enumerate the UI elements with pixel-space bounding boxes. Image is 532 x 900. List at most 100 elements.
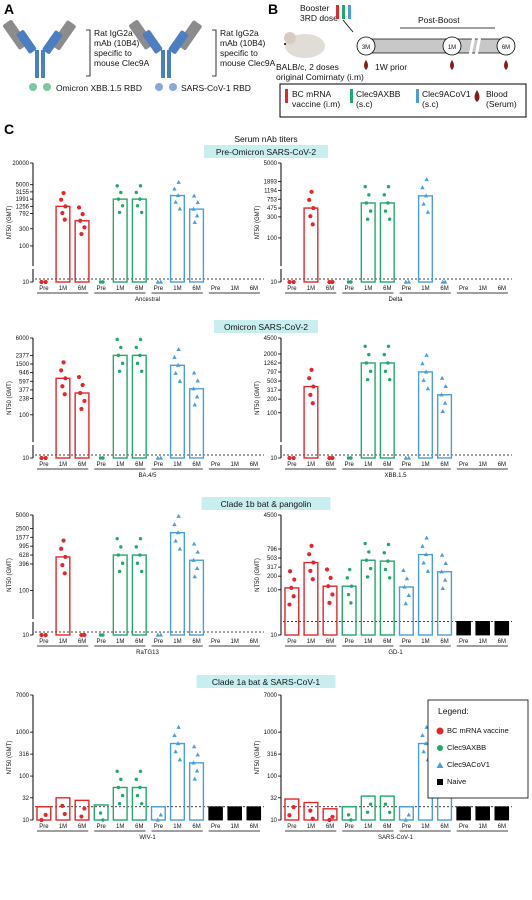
data-point [424, 177, 429, 182]
booster-label: Booster [300, 3, 329, 13]
y-tick-label: 5000 [264, 161, 278, 167]
y-axis-label: NT50 (GMT) [7, 558, 13, 592]
chart-wiv-1: 10 32 100 316 1000 7000 NT50 (GMT) Pre 1M 6M Pre 1M… [7, 693, 264, 841]
legend-xbb-marker [437, 745, 443, 751]
data-point [192, 220, 197, 225]
x-tick-label: 1M [479, 462, 487, 468]
data-point [78, 218, 83, 223]
bar [93, 804, 109, 821]
x-tick-label: 6M [192, 639, 200, 645]
ab2-line-2: mAb (10B4) [220, 38, 266, 48]
data-point [330, 592, 335, 597]
ab1-line-3: specific to [94, 48, 132, 58]
data-point [59, 368, 64, 373]
bar [169, 531, 186, 636]
data-point [61, 538, 66, 543]
data-point [424, 352, 429, 357]
x-axis-label: Ancestral [135, 297, 160, 303]
data-point [311, 560, 316, 565]
timeline-bar [365, 38, 507, 54]
y-tick-label: 10 [270, 633, 277, 639]
bar [360, 795, 376, 821]
bar [398, 586, 414, 636]
legend-bc-line2: vaccine (i.m) [292, 99, 340, 109]
data-point [195, 200, 200, 205]
y-tick-label: 316 [19, 752, 30, 758]
x-tick-label: Pre [211, 639, 221, 645]
bar [55, 797, 71, 821]
post-boost-label: Post-Boost [418, 15, 460, 25]
data-point [403, 455, 408, 460]
x-tick-label: 1M [59, 824, 67, 830]
legend-blood-line2: (Serum) [486, 99, 517, 109]
data-point [98, 456, 103, 460]
x-axis-label: GD-1 [388, 650, 403, 656]
data-point [425, 386, 431, 391]
data-point [423, 193, 429, 198]
timepoint-6m [496, 36, 516, 56]
data-point [368, 802, 373, 806]
x-tick-label: 1M [364, 462, 372, 468]
data-point [134, 345, 138, 350]
bar [417, 195, 434, 283]
x-axis-label: RaTG13 [136, 650, 159, 656]
axis-break [278, 442, 284, 445]
antibody-xbb-icon [3, 20, 91, 91]
x-tick-label: 1M [116, 824, 124, 830]
data-point [101, 280, 105, 284]
x-tick-label: Pre [287, 639, 297, 645]
legend-bc-marker [436, 727, 444, 735]
data-point [292, 577, 297, 582]
tp-3m-label: 3M [362, 45, 370, 51]
x-tick-label: 6M [326, 286, 334, 292]
legend-box [427, 699, 529, 799]
data-point [155, 632, 160, 637]
chart-xbb-1-5: 10 100 200 317 503 797 1262 2000 4500 NT50 (GMT) P… [255, 336, 512, 479]
data-point [175, 741, 181, 746]
y-tick-label: 4500 [264, 513, 278, 519]
blood-drop-icon [504, 60, 508, 70]
x-tick-label: Pre [459, 286, 469, 292]
data-point [173, 749, 178, 754]
data-point [287, 813, 292, 818]
y-tick-label: 1262 [264, 361, 278, 367]
data-point [138, 553, 142, 557]
axis-break [278, 266, 284, 269]
legend-cov-line1: Clec9ACoV1 [422, 89, 471, 99]
data-point [309, 367, 314, 372]
x-tick-label: 1M [307, 824, 315, 830]
data-point [79, 632, 84, 638]
y-axis-label: NT50 (GMT) [255, 206, 261, 240]
bar [131, 354, 147, 459]
x-tick-label: 6M [135, 824, 143, 830]
data-point [383, 369, 388, 374]
y-tick-label: 100 [19, 244, 30, 250]
y-tick-label: 10 [270, 456, 277, 462]
data-point [119, 190, 123, 195]
bar [74, 220, 90, 283]
bar [456, 620, 471, 636]
legend-cov-line2: (s.c) [422, 99, 439, 109]
y-tick-label: 6000 [16, 336, 30, 342]
y-tick-label: 797 [267, 370, 278, 376]
panel-c-legend: Legend: BC mRNA vaccine Clec9AXBB Clec9A… [427, 699, 529, 799]
data-point [346, 456, 351, 460]
data-point [138, 184, 143, 188]
legend-item-cov: Clec9ACoV1 [447, 760, 490, 769]
panel-a: Rat IgG2a mAb (10B4) specific to mouse C… [3, 20, 276, 93]
chart-sars-cov-1: 10 32 100 316 1000 7000 NT50 (GMT) Pre 1M 6M Pre 1M… [255, 693, 512, 841]
data-point [115, 536, 119, 541]
x-tick-label: 6M [135, 286, 143, 292]
tp-1m-label: 1M [448, 45, 456, 51]
y-tick-label: 396 [19, 562, 30, 568]
data-point [79, 406, 84, 412]
data-point [43, 279, 48, 285]
y-tick-label: 796 [267, 547, 278, 553]
data-point [138, 353, 142, 358]
x-tick-label: 6M [383, 286, 391, 292]
data-point [61, 190, 66, 196]
bar [227, 806, 242, 821]
x-tick-label: 1M [116, 462, 124, 468]
data-point [365, 377, 370, 382]
